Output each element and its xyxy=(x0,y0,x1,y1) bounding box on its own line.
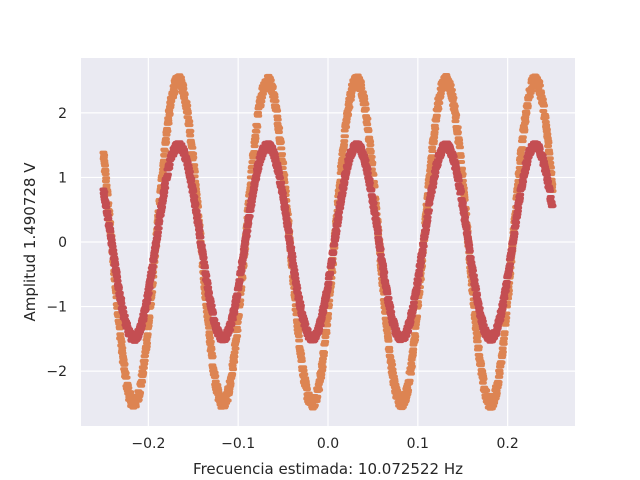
y-tick-labels: −2 −1 0 1 2 xyxy=(46,106,67,380)
y-tick-label: −2 xyxy=(46,364,67,380)
series-layer xyxy=(99,73,557,411)
y-tick-label: −1 xyxy=(46,300,67,316)
x-tick-label: 0.0 xyxy=(317,436,339,452)
x-tick-labels: −0.2 −0.1 0.0 0.1 0.2 xyxy=(131,436,518,452)
series-2 xyxy=(99,140,557,344)
series-2-points xyxy=(99,140,557,344)
y-tick-label: 0 xyxy=(58,235,67,251)
y-tick-label: 2 xyxy=(58,106,67,122)
y-axis-label: Amplitud 1.490728 V xyxy=(21,162,39,322)
x-tick-label: −0.2 xyxy=(131,436,165,452)
y-tick-label: 1 xyxy=(58,170,67,186)
x-tick-label: 0.2 xyxy=(497,436,519,452)
x-tick-label: −0.1 xyxy=(221,436,255,452)
x-axis-label: Frecuencia estimada: 10.072522 Hz xyxy=(193,460,463,478)
x-tick-label: 0.1 xyxy=(407,436,429,452)
